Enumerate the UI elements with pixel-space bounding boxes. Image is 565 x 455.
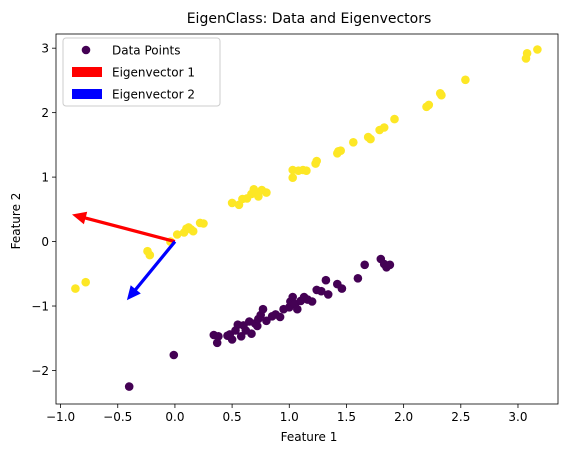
x-tick-label: 1.5 (337, 410, 356, 424)
data-point (169, 350, 179, 360)
x-tick-label: 0.5 (223, 410, 242, 424)
data-point (437, 90, 446, 100)
y-tick-label: 0 (41, 235, 49, 249)
x-tick-label: −1.0 (46, 410, 75, 424)
data-point (262, 188, 271, 197)
data-point (379, 123, 389, 132)
legend-marker-data-points (81, 45, 91, 55)
x-tick-label: 2.0 (394, 410, 413, 424)
data-point (275, 312, 285, 322)
data-point (71, 284, 80, 293)
legend-marker-eigenvector-2 (72, 89, 102, 99)
legend: Data Points Eigenvector 1 Eigenvector 2 (62, 37, 221, 107)
y-tick-label: −2 (31, 364, 49, 378)
data-point (258, 304, 268, 314)
data-point (353, 274, 363, 283)
data-point (247, 329, 256, 339)
chart-title: EigenClass: Data and Eigenvectors (187, 11, 432, 27)
axes-frame (55, 33, 559, 405)
data-point (317, 286, 326, 296)
data-point (293, 304, 302, 314)
legend-box (62, 37, 221, 107)
x-tick-label: 2.5 (451, 410, 470, 424)
data-point (145, 250, 155, 260)
legend-label: Data Points (112, 44, 181, 58)
x-tick-label: −0.5 (103, 410, 132, 424)
legend-label: Eigenvector 1 (112, 66, 195, 80)
data-point (288, 173, 298, 182)
data-point (349, 138, 358, 147)
data-point (312, 156, 322, 166)
data-point (337, 284, 347, 293)
data-point (302, 166, 311, 175)
data-point (81, 277, 90, 287)
data-point (461, 75, 470, 85)
plot-area (71, 45, 542, 391)
data-point (199, 219, 208, 228)
data-point (236, 332, 246, 341)
x-tick-label: 0.0 (165, 410, 184, 424)
data-point (522, 49, 532, 58)
x-axis-label: Feature 1 (281, 430, 338, 444)
y-tick-label: 2 (41, 106, 49, 120)
data-point (323, 290, 333, 299)
y-tick-label: 1 (41, 171, 49, 185)
legend-marker-eigenvector-1 (72, 67, 102, 77)
data-point (307, 297, 317, 306)
data-points-series (124, 254, 395, 391)
data-point (188, 226, 198, 236)
data-point (288, 292, 298, 302)
y-tick-label: −1 (31, 300, 49, 314)
eigenvector-1-arrow (72, 211, 176, 244)
y-tick-label: 3 (41, 42, 49, 56)
data-point (212, 338, 222, 348)
x-tick-label: 3.0 (508, 410, 527, 424)
data-point (336, 146, 346, 155)
data-point (366, 134, 375, 144)
data-point (390, 114, 399, 124)
y-axis-label: Feature 2 (9, 193, 23, 250)
data-point (227, 335, 237, 344)
data-point (124, 382, 134, 391)
legend-label: Eigenvector 2 (112, 88, 195, 102)
data-point (533, 45, 542, 54)
data-point (385, 260, 395, 270)
data-point (227, 198, 237, 208)
data-point (254, 192, 263, 201)
x-tick-label: 1.0 (280, 410, 299, 424)
data-point (321, 275, 331, 285)
data-point (424, 100, 434, 110)
data-point (172, 230, 182, 239)
data-point (360, 260, 370, 270)
data-point (214, 332, 223, 341)
axes: −1.0 −0.5 0.0 0.5 1.0 1.5 2.0 2.5 3.0 −2 −1 0 1 2 3 (31, 33, 559, 424)
eigenvector-2-arrow (126, 240, 177, 301)
data-point (252, 321, 262, 331)
